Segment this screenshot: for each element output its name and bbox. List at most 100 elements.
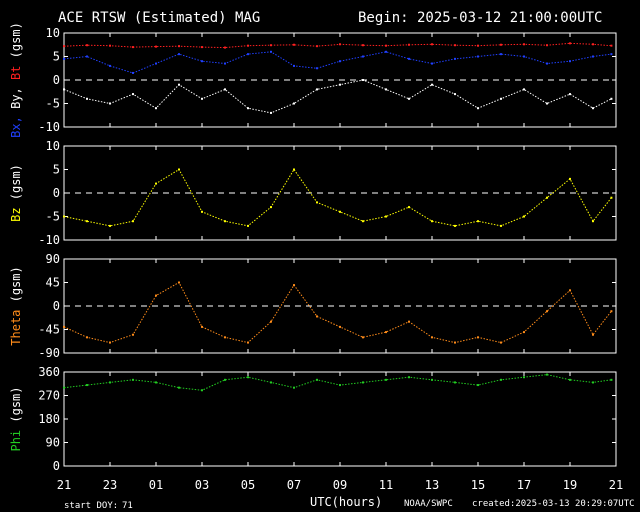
data-point-bz: [132, 220, 134, 223]
data-point-phi: [431, 378, 433, 381]
data-point-bt: [454, 44, 456, 47]
x-tick-label: 09: [333, 478, 347, 492]
y-tick-label: 5: [53, 50, 60, 64]
data-point-bx: [247, 53, 249, 56]
data-point-theta: [155, 294, 157, 297]
y-tick-label: -45: [38, 323, 60, 337]
data-point-by: [270, 111, 272, 114]
data-point-phi: [247, 376, 249, 379]
begin-time: Begin: 2025-03-12 21:00:00UTC: [358, 10, 602, 26]
data-point-theta: [132, 333, 134, 336]
data-point-bt: [477, 44, 479, 47]
data-point-bz: [431, 220, 433, 223]
data-point-bt: [408, 43, 410, 46]
data-point-bx: [610, 53, 613, 56]
x-tick-label: 05: [241, 478, 255, 492]
data-point-by: [454, 93, 456, 96]
data-point-bt: [569, 42, 571, 45]
data-point-theta: [201, 325, 203, 328]
x-tick-labels: 21 23 01 03 05 07 09 11 13 15 17 19 21: [57, 478, 623, 492]
y-tick-label: 90: [46, 436, 60, 450]
data-point-bx: [569, 60, 571, 63]
data-point-bx: [224, 62, 226, 65]
data-point-phi: [454, 381, 456, 384]
data-point-bx: [339, 60, 341, 63]
data-point-by: [109, 102, 111, 105]
data-point-bx: [109, 64, 111, 67]
y-tick-label: 10: [46, 26, 60, 40]
y-axis-label-part: (gsm): [9, 386, 23, 429]
data-point-by: [293, 102, 295, 105]
data-point-bz: [546, 196, 548, 199]
y-axis-label-part: Bx,: [9, 116, 23, 138]
data-point-bz: [178, 168, 180, 171]
y-tick-label: -10: [38, 120, 60, 134]
y-tick-label: 90: [46, 252, 60, 266]
data-point-by: [178, 83, 180, 86]
data-point-by: [362, 79, 364, 81]
data-point-bz: [109, 224, 111, 227]
data-point-bx: [178, 53, 180, 56]
series-bx: [63, 50, 613, 74]
data-point-bt: [523, 43, 525, 46]
data-point-bx: [155, 62, 157, 65]
x-tick-label: 15: [471, 478, 485, 492]
data-point-by: [224, 88, 226, 91]
data-point-bx: [86, 55, 88, 58]
data-point-theta: [86, 336, 88, 339]
data-point-bx: [385, 50, 387, 53]
x-tick-label: 01: [149, 478, 163, 492]
data-point-bt: [132, 46, 134, 49]
data-point-bz: [569, 177, 571, 180]
created-time: created:2025-03-13 20:29:07UTC: [472, 499, 635, 509]
y-axis-label-part: (gsm): [9, 22, 23, 65]
data-point-by: [610, 97, 613, 100]
data-point-bt: [500, 43, 502, 46]
data-point-bx: [362, 55, 364, 58]
data-point-bz: [454, 224, 456, 227]
x-tick-label: 13: [425, 478, 439, 492]
data-point-by: [523, 88, 525, 91]
y-axis-label: Bx, By, Bt (gsm): [9, 22, 23, 138]
data-point-phi: [408, 376, 410, 379]
series-theta: [63, 281, 613, 344]
panels: -10 -5 0 5 10 Bx, By, Bt (gsm) -10 -5 0 5 10 Bz (gs…: [9, 22, 617, 473]
y-tick-label: 0: [53, 299, 60, 313]
data-point-bt: [546, 44, 548, 47]
data-point-bz: [477, 220, 479, 223]
data-point-phi: [155, 381, 157, 384]
data-point-bx: [523, 55, 525, 58]
data-point-bx: [270, 50, 272, 53]
y-tick-label: 0: [53, 73, 60, 87]
data-point-phi: [201, 389, 203, 392]
x-tick-label: 21: [57, 478, 71, 492]
data-point-by: [431, 83, 433, 86]
data-point-theta: [431, 336, 433, 339]
data-point-bt: [224, 46, 226, 49]
data-point-by: [316, 88, 318, 91]
data-point-bx: [454, 57, 456, 60]
panel-frame: [63, 371, 617, 467]
data-point-theta: [454, 341, 456, 344]
y-tick-label: 270: [38, 389, 60, 403]
series-trace-bt: [63, 42, 612, 49]
y-tick-label: 45: [46, 276, 60, 290]
data-point-theta: [569, 289, 571, 292]
data-point-bx: [408, 57, 410, 60]
y-tick-label: 5: [53, 163, 60, 177]
data-point-by: [500, 97, 502, 100]
data-point-theta: [270, 320, 272, 323]
data-point-bt: [592, 43, 594, 46]
y-tick-label: 180: [38, 412, 60, 426]
y-tick-label: 0: [53, 186, 60, 200]
data-point-bt: [155, 45, 157, 48]
y-axis-label: Phi (gsm): [9, 386, 23, 451]
data-point-phi: [339, 384, 341, 387]
panel-bt-bx-by: -10 -5 0 5 10 Bx, By, Bt (gsm): [9, 22, 617, 138]
x-axis-label: UTC(hours): [310, 495, 382, 509]
data-point-phi: [385, 378, 387, 381]
data-point-theta: [592, 333, 594, 336]
data-point-phi: [592, 381, 594, 384]
data-point-by: [132, 93, 134, 96]
data-point-bt: [63, 45, 65, 48]
